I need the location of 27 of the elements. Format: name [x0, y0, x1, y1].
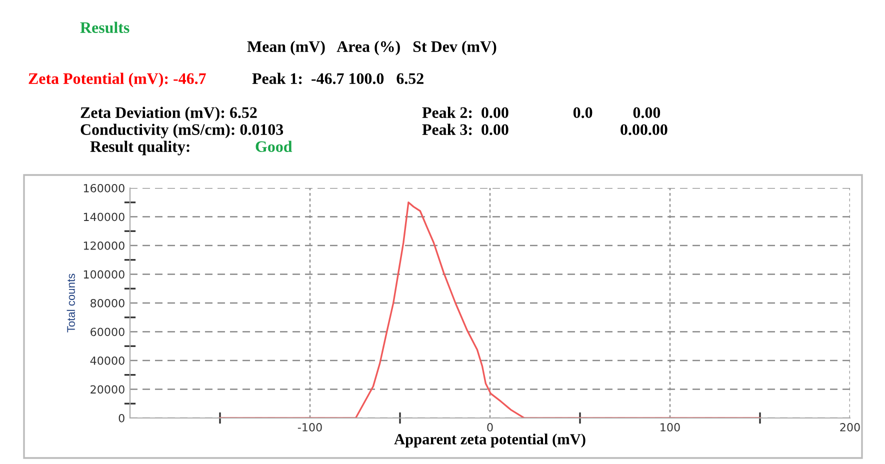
x-tick-label: 200: [840, 423, 860, 432]
x-axis-title: Apparent zeta potential (mV): [394, 434, 586, 448]
y-tick-label: 120000: [84, 241, 124, 250]
y-tick-label: 0: [118, 414, 124, 422]
y-tick-label: 40000: [90, 356, 124, 365]
x-tick-label: -100: [298, 423, 322, 432]
y-tick-label: 80000: [90, 298, 124, 308]
y-tick-label: 100000: [84, 270, 124, 279]
chart-title: Results: [80, 22, 130, 34]
text: Result quality:: [90, 140, 190, 156]
y-tick-label: 140000: [84, 212, 124, 222]
text: Zeta Deviation (mV): 6.52: [80, 106, 257, 122]
y-tick-label: 60000: [90, 328, 124, 336]
line-series: [219, 202, 761, 418]
y-axis-title: Total counts: [66, 274, 75, 332]
text: Conductivity (mS/cm): 0.0103: [80, 124, 284, 138]
text: Peak 3: 0.00: [422, 124, 508, 136]
y-tick-label: 160000: [84, 184, 124, 192]
text: Peak 1: -46.7 100.0 6.52: [252, 72, 424, 84]
x-tick-label: 100: [660, 423, 680, 432]
text: Zeta Potential (mV): -46.7: [28, 72, 206, 88]
x-tick-label: 0: [487, 423, 493, 432]
text: Mean (mV) Area (%) St Dev (mV): [247, 40, 496, 56]
text: 0.00.00: [620, 124, 668, 136]
text: Good: [256, 140, 292, 152]
text: Peak 2: 0.00 0.0 0.00: [422, 106, 660, 118]
y-tick-label: 20000: [90, 385, 124, 394]
